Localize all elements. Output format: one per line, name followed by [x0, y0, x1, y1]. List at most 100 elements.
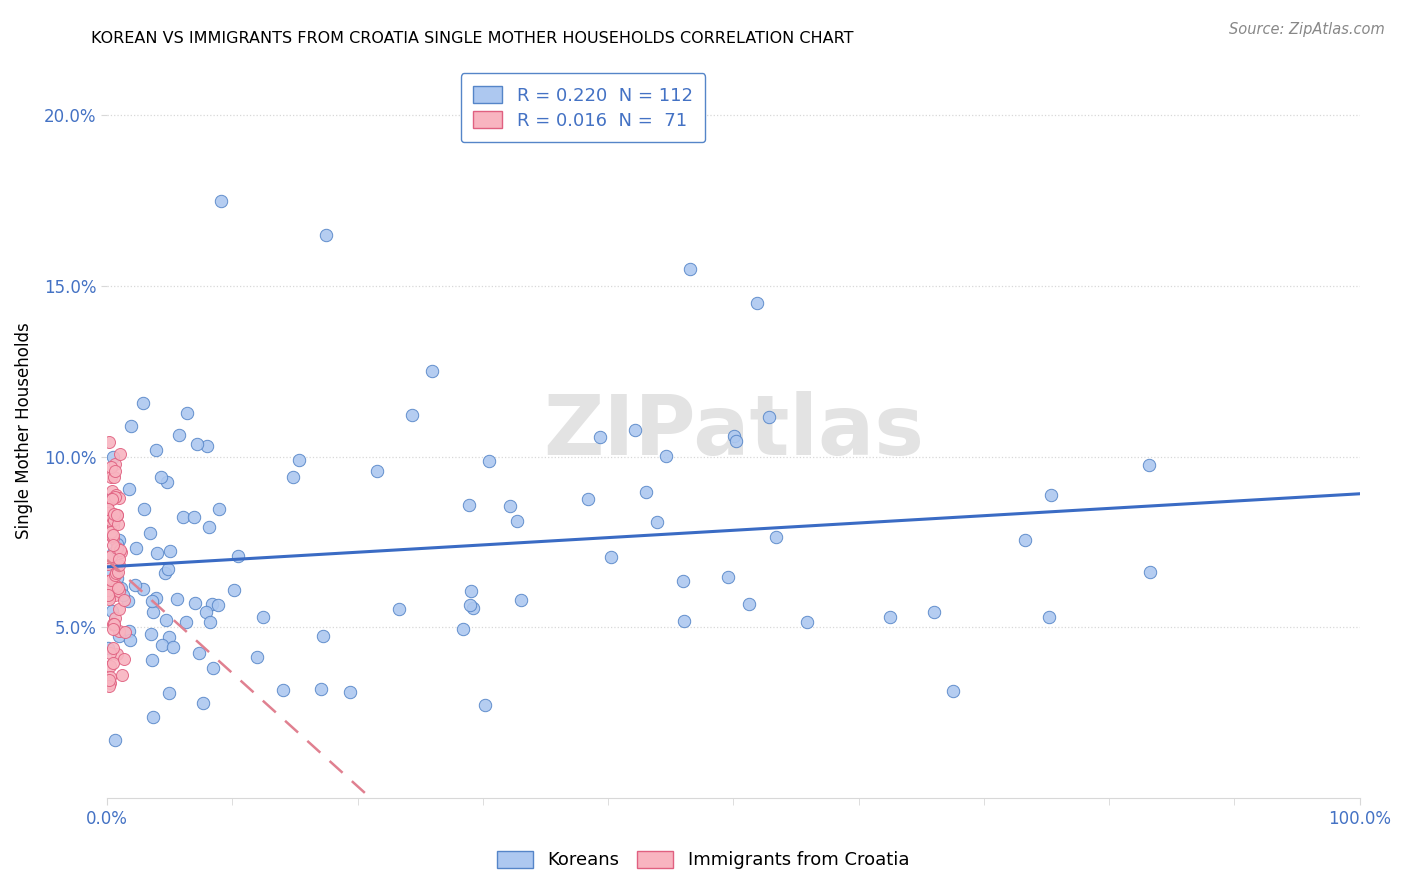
Point	[172, 509, 194, 524]
Point	[474, 698, 496, 712]
Point	[98, 513, 121, 527]
Point	[184, 596, 207, 610]
Point	[723, 429, 745, 443]
Point	[315, 227, 337, 242]
Point	[458, 598, 481, 612]
Point	[1137, 458, 1160, 472]
Point	[120, 419, 142, 434]
Point	[246, 650, 269, 665]
Point	[145, 443, 167, 458]
Point	[100, 483, 122, 498]
Point	[101, 491, 124, 505]
Point	[97, 680, 120, 694]
Point	[589, 430, 612, 444]
Point	[101, 622, 124, 636]
Point	[645, 516, 668, 530]
Point	[103, 512, 125, 526]
Point	[103, 507, 125, 521]
Point	[103, 464, 125, 478]
Point	[311, 629, 333, 643]
Point	[672, 574, 695, 589]
Point	[457, 498, 479, 512]
Point	[139, 626, 162, 640]
Point	[111, 589, 134, 603]
Point	[188, 646, 211, 660]
Point	[112, 651, 135, 665]
Point	[758, 409, 780, 424]
Point	[339, 685, 361, 699]
Point	[624, 423, 647, 437]
Point	[110, 545, 132, 559]
Point	[139, 526, 162, 541]
Point	[101, 529, 124, 543]
Legend: Koreans, Immigrants from Croatia: Koreans, Immigrants from Croatia	[488, 842, 918, 879]
Point	[97, 591, 120, 606]
Point	[222, 582, 245, 597]
Point	[198, 615, 221, 629]
Point	[103, 528, 125, 542]
Point	[146, 546, 169, 560]
Point	[118, 632, 141, 647]
Point	[201, 597, 224, 611]
Point	[105, 508, 128, 522]
Point	[155, 613, 177, 627]
Text: ZIPatlas: ZIPatlas	[543, 391, 924, 472]
Point	[97, 492, 120, 507]
Point	[103, 617, 125, 632]
Point	[463, 600, 485, 615]
Point	[108, 491, 131, 506]
Point	[107, 571, 129, 585]
Point	[107, 552, 129, 566]
Point	[107, 602, 129, 616]
Point	[101, 538, 124, 552]
Point	[169, 428, 191, 442]
Point	[97, 501, 120, 516]
Point	[634, 485, 657, 500]
Point	[150, 469, 173, 483]
Point	[103, 656, 125, 670]
Point	[96, 550, 118, 565]
Point	[101, 450, 124, 464]
Y-axis label: Single Mother Households: Single Mother Households	[15, 323, 32, 540]
Point	[505, 514, 527, 528]
Point	[104, 611, 127, 625]
Point	[388, 601, 411, 615]
Point	[97, 583, 120, 598]
Point	[183, 510, 205, 524]
Point	[111, 668, 134, 682]
Point	[110, 581, 132, 595]
Point	[98, 435, 121, 450]
Point	[477, 454, 499, 468]
Point	[117, 594, 139, 608]
Point	[401, 409, 423, 423]
Point	[125, 541, 148, 555]
Point	[765, 530, 787, 544]
Point	[105, 488, 128, 502]
Point	[97, 591, 120, 605]
Point	[105, 541, 128, 555]
Point	[195, 605, 218, 619]
Point	[176, 406, 198, 420]
Point	[108, 447, 131, 461]
Point	[157, 686, 180, 700]
Point	[97, 574, 120, 588]
Point	[96, 498, 118, 512]
Point	[366, 464, 388, 478]
Point	[132, 501, 155, 516]
Point	[510, 592, 533, 607]
Point	[451, 623, 474, 637]
Point	[159, 630, 181, 644]
Point	[283, 470, 305, 484]
Point	[142, 605, 165, 619]
Point	[422, 364, 444, 378]
Point	[600, 550, 623, 565]
Point	[162, 640, 184, 654]
Point	[104, 733, 127, 747]
Point	[942, 684, 965, 698]
Point	[1038, 609, 1060, 624]
Text: Source: ZipAtlas.com: Source: ZipAtlas.com	[1229, 22, 1385, 37]
Point	[98, 566, 121, 581]
Point	[103, 618, 125, 632]
Point	[209, 194, 232, 208]
Point	[311, 681, 333, 696]
